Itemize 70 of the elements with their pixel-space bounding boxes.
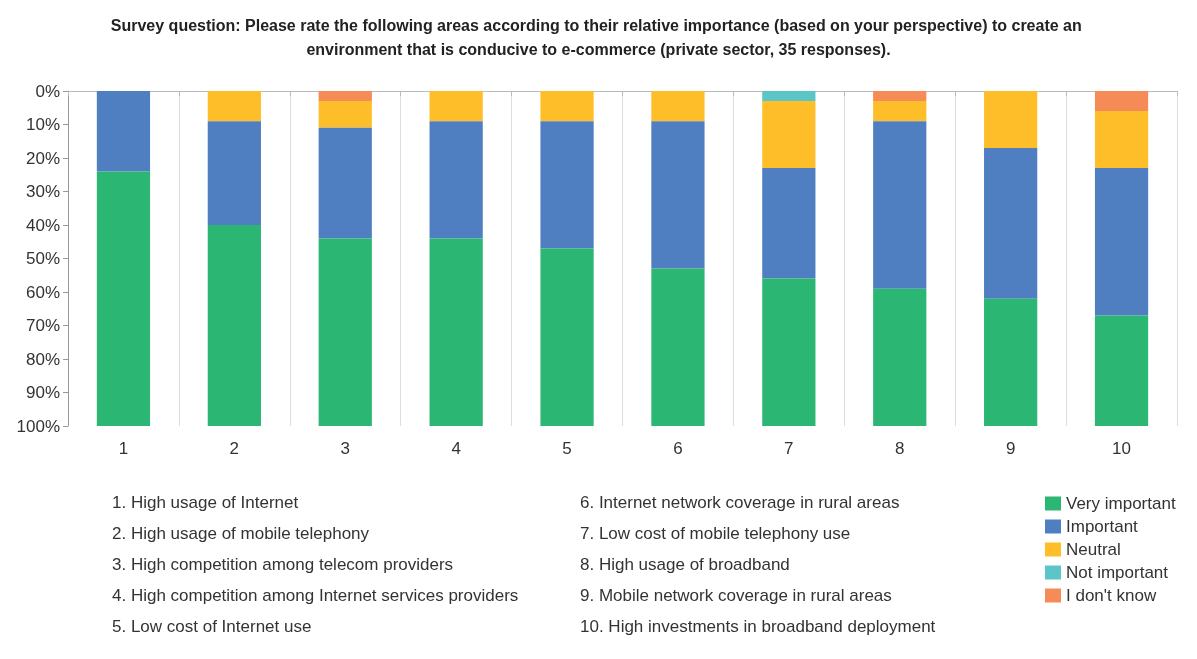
text: 10. High investments in broadband deployment xyxy=(580,617,936,636)
legend-label: I don't know xyxy=(1066,586,1157,605)
text: 5. Low cost of Internet use xyxy=(112,617,312,636)
bar xyxy=(873,101,927,122)
bar xyxy=(429,238,483,426)
text: 6. Internet network coverage in rural areas xyxy=(580,493,900,512)
bar xyxy=(762,278,816,426)
y-tick-label: 30% xyxy=(25,182,60,201)
y-tick-label: 20% xyxy=(25,148,60,168)
text: 9. Mobile network coverage in rural areas xyxy=(580,586,892,605)
bar xyxy=(984,147,1038,299)
bar xyxy=(429,121,483,239)
x-tick-label: 2 xyxy=(229,439,240,458)
x-tick-label: 5 xyxy=(562,439,572,458)
bar xyxy=(540,248,594,426)
bar xyxy=(651,91,705,122)
bar xyxy=(651,121,705,269)
legend-label: Important xyxy=(1066,517,1139,536)
chart-title: Survey question: Please rate the following areas according to their relative importance (based on your perspective) to create an environment that is conducive to e-commerce (private sector, 35 responses). xyxy=(110,16,1087,58)
text: 8. High usage of broadband xyxy=(580,555,790,574)
bar xyxy=(318,101,372,128)
x-tick-label: 3 xyxy=(340,439,350,458)
legend-label: Not important xyxy=(1066,563,1169,582)
bar xyxy=(207,225,261,426)
y-tick-label: 80% xyxy=(25,349,60,369)
bar xyxy=(96,91,151,172)
x-tick-label: 7 xyxy=(784,439,794,458)
bar xyxy=(540,91,594,122)
y-tick-label: 10% xyxy=(25,115,60,134)
y-tick-label: 40% xyxy=(25,215,60,235)
x-tick-label: 9 xyxy=(1005,439,1016,458)
x-tick-label: 8 xyxy=(895,439,905,458)
bar xyxy=(1094,111,1149,169)
bar xyxy=(207,91,261,122)
bar xyxy=(318,127,372,239)
y-tick-label: 70% xyxy=(25,316,60,335)
bar xyxy=(873,121,927,289)
bar xyxy=(318,238,372,426)
x-tick-label: 10 xyxy=(1112,439,1132,458)
text: 4. High competition among Internet services providers xyxy=(112,586,519,605)
bar xyxy=(207,121,261,225)
bar xyxy=(762,101,816,169)
bar xyxy=(873,91,927,102)
y-tick-label: 60% xyxy=(25,282,60,302)
bar xyxy=(651,268,705,426)
x-tick-label: 1 xyxy=(118,439,129,458)
bar xyxy=(96,171,151,426)
bar xyxy=(762,91,816,102)
text: 1. High usage of Internet xyxy=(112,493,299,512)
y-tick-label: 100% xyxy=(16,416,60,436)
bar xyxy=(762,168,816,279)
text: 7. Low cost of mobile telephony use xyxy=(580,524,851,543)
bar xyxy=(1094,168,1149,316)
y-tick-label: 0% xyxy=(35,81,60,101)
x-tick-label: 6 xyxy=(673,439,683,458)
legend-label: Neutral xyxy=(1066,540,1121,559)
legend-label: Very important xyxy=(1066,494,1176,513)
bar xyxy=(984,91,1038,148)
bar xyxy=(1094,315,1149,426)
x-tick-label: 4 xyxy=(451,439,461,458)
text: 3. High competition among telecom providers xyxy=(112,555,454,574)
bar xyxy=(1094,91,1149,112)
text: 2. High usage of mobile telephony xyxy=(112,524,370,543)
bar xyxy=(318,91,372,102)
bar xyxy=(540,121,594,249)
y-tick-label: 90% xyxy=(25,383,60,402)
bar xyxy=(429,91,483,122)
bar xyxy=(984,298,1038,426)
bar xyxy=(873,288,927,426)
y-tick-label: 50% xyxy=(25,249,60,268)
